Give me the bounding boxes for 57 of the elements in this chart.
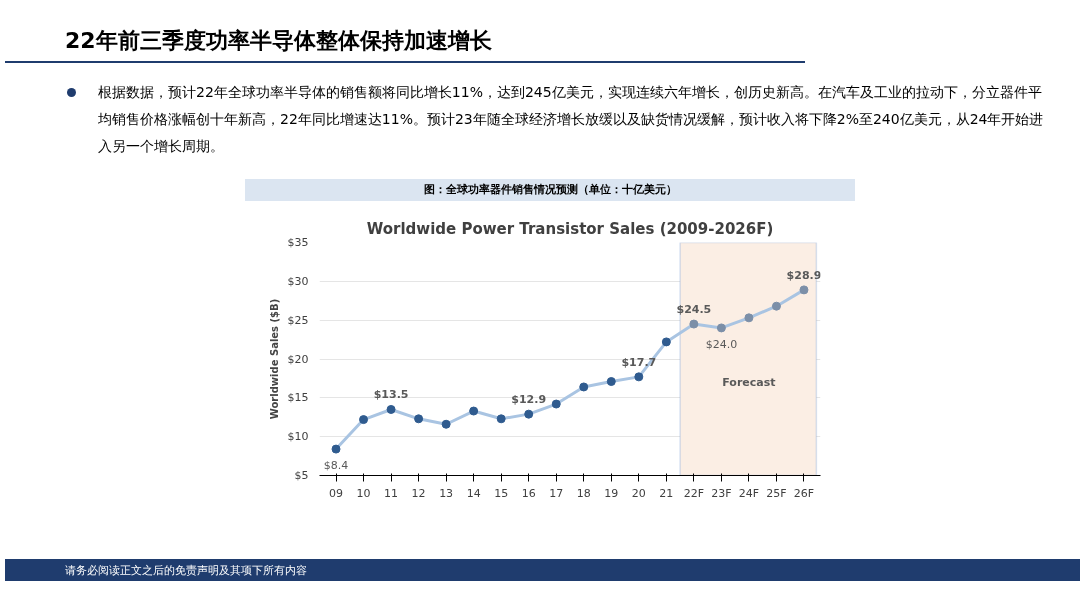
y-tick-label: $30 xyxy=(287,274,309,288)
point xyxy=(661,337,671,347)
y-tick-label: $15 xyxy=(287,391,309,405)
x-tick-label: 21 xyxy=(659,486,674,500)
y-tick-label: $5 xyxy=(294,469,309,482)
point xyxy=(606,377,616,387)
point xyxy=(716,323,726,333)
text: 根据数据，预计22年全球功率半导体的销售额将同比增长11%，达到245亿美元，实现连续六年增长，创历史新高。在汽车及工业的拉动下，分立器件平均销售价格涨幅创十年新高，22年同比增速达11%。预计23年随全球经济增长放缓以及缺货情况缓解，预计收入将下降2%至240亿美元，从24年开始进入另一个增长周期。 xyxy=(98,83,1045,156)
point xyxy=(799,285,809,295)
x-tick-label: 10 xyxy=(356,486,371,500)
y-tick-label: $25 xyxy=(287,313,309,327)
x-tick-label: 13 xyxy=(439,486,454,500)
x-tick-label: 12 xyxy=(411,486,426,500)
x-tick-label: 22F xyxy=(683,486,705,500)
chart-title: 22年前三季度功率半导体整体保持加速增长 xyxy=(65,27,492,55)
x-tick-label: 23F xyxy=(711,486,732,500)
point xyxy=(359,415,369,425)
point xyxy=(551,399,561,409)
data-label: $13.5 xyxy=(373,388,409,402)
point xyxy=(634,372,644,382)
x-tick-label: 24F xyxy=(738,486,760,500)
chart-subtitle: Worldwide Power Transistor Sales (2009-2026F) xyxy=(366,219,774,238)
point xyxy=(771,301,781,311)
x-tick-label: 17 xyxy=(549,486,564,500)
point xyxy=(414,414,424,424)
data-label: $17.7 xyxy=(621,355,657,369)
y-tick-label: $35 xyxy=(287,236,309,249)
x-tick-label: 26F xyxy=(793,486,815,500)
x-tick-label: 20 xyxy=(631,486,646,500)
point xyxy=(469,406,479,416)
y-tick-label: $10 xyxy=(287,430,309,444)
x-tick-label: 15 xyxy=(494,486,509,500)
y-tick-label: $20 xyxy=(287,352,309,366)
data-label: $24.5 xyxy=(676,303,712,317)
text: 请务必阅读正文之后的免责声明及其项下所有内容 xyxy=(65,563,307,579)
point xyxy=(441,419,451,429)
data-label: $24.0 xyxy=(705,337,738,351)
text: 图：全球功率器件销售情况预测（单位：十亿美元） xyxy=(423,182,677,198)
x-tick-label: 25F xyxy=(766,486,787,500)
band-label: Forecast xyxy=(722,376,776,390)
data-label: $8.4 xyxy=(323,459,349,473)
point xyxy=(524,409,534,419)
x-tick-label: 11 xyxy=(384,486,399,500)
x-tick-label: 18 xyxy=(576,486,591,500)
point xyxy=(744,313,754,323)
point xyxy=(689,319,699,329)
x-tick-label: 14 xyxy=(466,486,481,500)
y-axis-title: Worldwide Sales ($B) xyxy=(268,298,280,420)
point xyxy=(331,444,341,454)
x-tick-label: 19 xyxy=(604,486,619,500)
x-tick-label: 16 xyxy=(521,486,536,500)
data-label: $28.9 xyxy=(786,268,822,282)
x-tick-label: 09 xyxy=(329,486,344,500)
point xyxy=(386,404,396,414)
point xyxy=(496,414,506,424)
data-label: $12.9 xyxy=(511,393,547,407)
point xyxy=(579,382,589,392)
